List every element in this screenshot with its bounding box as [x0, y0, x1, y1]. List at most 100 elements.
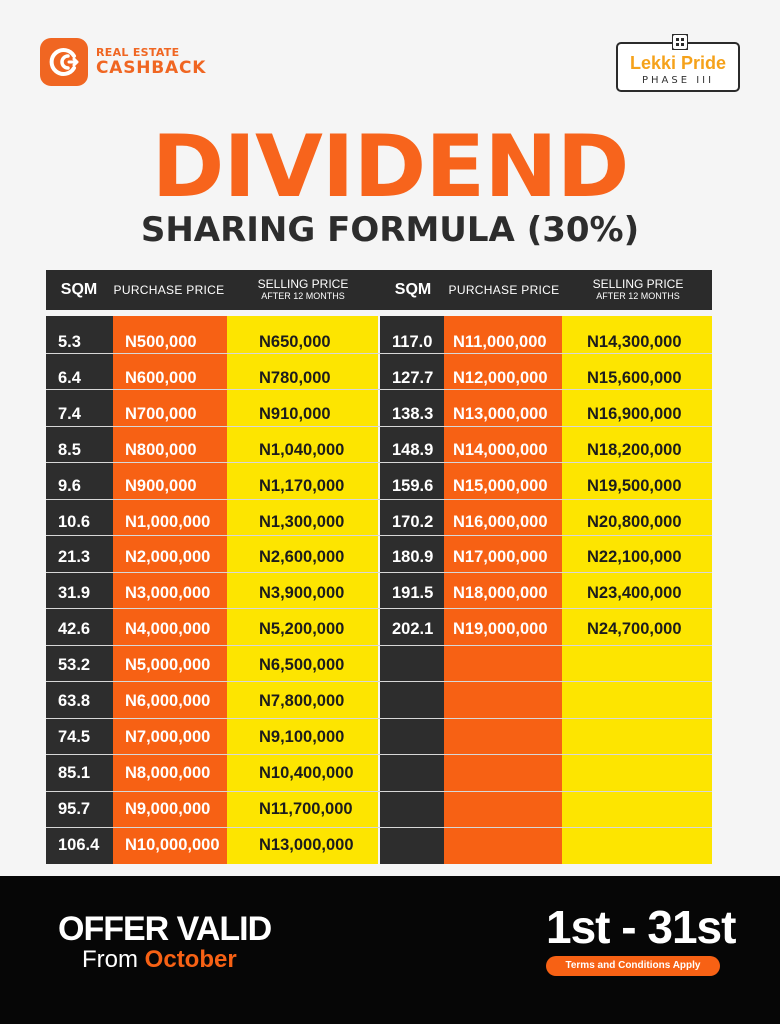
offer-from: From October [82, 946, 237, 974]
brand-line-2: CASHBACK [96, 58, 207, 78]
selling-price-cell: N650,000 [259, 333, 331, 351]
purchase-price-cell: N8,000,000 [125, 763, 211, 782]
selling-price-cell: N11,700,000 [259, 799, 353, 818]
sqm-cell: 202.1 [392, 620, 434, 639]
sqm-cell: 8.5 [58, 440, 81, 459]
sqm-cell: 159.6 [392, 476, 434, 495]
selling-price-cell: N19,500,000 [587, 476, 682, 495]
sqm-cell: 85.1 [58, 763, 91, 782]
selling-price-cell: N18,200,000 [587, 440, 682, 459]
purchase-price-cell: N2,000,000 [125, 548, 211, 567]
header-selling-left: SELLING PRICE AFTER 12 MONTHS [228, 270, 378, 310]
selling-price-cell: N1,040,000 [259, 440, 345, 459]
purchase-price-cell: N1,000,000 [125, 512, 211, 531]
selling-price-cell: N20,800,000 [587, 512, 682, 531]
header-sqm-left: SQM [60, 281, 98, 298]
selling-price-cell: N2,600,000 [259, 548, 345, 567]
brand-logo-block: REAL ESTATE CASHBACK [40, 38, 206, 86]
purchase-price-cell: N5,000,000 [125, 656, 211, 675]
table-header: SQM PURCHASE PRICE SELLING PRICE AFTER 1… [46, 270, 712, 310]
partner-name: Lekki Pride [629, 53, 727, 73]
purchase-price-cell: N700,000 [125, 404, 197, 423]
selling-price-cell: N16,900,000 [587, 404, 682, 423]
purchase-price-cell: N800,000 [125, 440, 197, 459]
sqm-cell: 148.9 [392, 440, 434, 459]
sqm-cell: 7.4 [58, 404, 81, 423]
sqm-cell: 42.6 [58, 620, 91, 639]
purchase-price-cell: N4,000,000 [125, 620, 211, 639]
selling-price-cell: N910,000 [259, 404, 331, 423]
selling-price-cell: N15,600,000 [587, 368, 682, 387]
sqm-cell: 170.2 [392, 512, 434, 531]
sqm-cell: 117.0 [392, 333, 433, 351]
purchase-price-cell: N500,000 [125, 333, 197, 351]
offer-title: OFFER VALID [58, 910, 272, 948]
header-selling-line2: AFTER 12 MONTHS [261, 291, 345, 301]
sqm-column-left [46, 316, 113, 864]
terms-button[interactable]: Terms and Conditions Apply [546, 956, 720, 976]
purchase-price-cell: N11,000,000 [453, 333, 547, 351]
purchase-price-cell: N7,000,000 [125, 727, 211, 746]
selling-column-right [562, 316, 712, 864]
header-selling-line2: AFTER 12 MONTHS [596, 291, 680, 301]
purchase-column-left [113, 316, 227, 864]
sqm-cell: 127.7 [392, 368, 434, 387]
purchase-price-cell: N6,000,000 [125, 692, 211, 710]
purchase-price-cell: N15,000,000 [453, 476, 548, 495]
purchase-price-cell: N600,000 [125, 368, 197, 387]
purchase-price-cell: N16,000,000 [453, 512, 548, 531]
selling-price-cell: N5,200,000 [259, 620, 345, 639]
selling-price-cell: N9,100,000 [259, 727, 345, 746]
selling-price-cell: N6,500,000 [259, 656, 345, 675]
sqm-cell: 53.2 [58, 656, 91, 675]
purchase-price-cell: N14,000,000 [453, 440, 548, 459]
purchase-price-cell: N10,000,000 [125, 835, 220, 854]
house-icon [671, 33, 689, 54]
header-selling-right: SELLING PRICE AFTER 12 MONTHS [564, 270, 712, 310]
partner-phase: PHASE III [641, 75, 715, 86]
sqm-cell: 180.9 [392, 548, 434, 567]
sqm-cell: 191.5 [392, 584, 434, 603]
purchase-price-cell: N17,000,000 [453, 548, 548, 567]
cashback-refresh-icon [40, 38, 88, 86]
sqm-cell: 21.3 [58, 548, 91, 567]
sqm-cell: 138.3 [392, 404, 434, 423]
partner-logo: Lekki Pride PHASE III [616, 33, 740, 92]
header-selling-line1: SELLING PRICE [592, 277, 684, 291]
header-purchase-left: PURCHASE PRICE [113, 283, 225, 297]
purchase-price-cell: N18,000,000 [453, 584, 548, 603]
selling-price-cell: N3,900,000 [259, 584, 345, 603]
sqm-column-right [380, 316, 444, 864]
page-title: DIVIDEND [151, 117, 630, 217]
purchase-price-cell: N3,000,000 [125, 584, 211, 603]
purchase-price-cell: N900,000 [125, 476, 197, 495]
sqm-cell: 6.4 [58, 368, 81, 387]
page-subtitle: SHARING FORMULA (30%) [140, 210, 640, 250]
footer-banner: OFFER VALID From October 1st - 31st Term… [0, 876, 780, 1024]
offer-dates: 1st - 31st [546, 901, 736, 953]
sqm-cell: 106.4 [58, 835, 100, 854]
purchase-column-right [444, 316, 562, 864]
header-selling-line1: SELLING PRICE [257, 277, 349, 291]
offer-from-label: From [82, 946, 138, 973]
sqm-cell: 9.6 [58, 476, 81, 495]
offer-month: October [144, 946, 237, 973]
selling-price-cell: N10,400,000 [259, 763, 354, 782]
sqm-cell: 74.5 [58, 727, 91, 746]
header-purchase-right: PURCHASE PRICE [448, 283, 560, 297]
selling-price-cell: N13,000,000 [259, 835, 354, 854]
selling-price-cell: N1,170,000 [259, 476, 345, 495]
sqm-cell: 31.9 [58, 584, 91, 603]
purchase-price-cell: N9,000,000 [125, 799, 211, 818]
brand-line-1: REAL ESTATE [96, 46, 180, 59]
header-sqm-right: SQM [394, 281, 432, 298]
sqm-cell: 95.7 [58, 799, 91, 818]
sqm-cell: 10.6 [58, 512, 91, 531]
selling-price-cell: N1,300,000 [259, 512, 345, 531]
sqm-cell: 63.8 [58, 692, 91, 710]
selling-column-left [227, 316, 378, 864]
purchase-price-cell: N19,000,000 [453, 620, 548, 639]
purchase-price-cell: N12,000,000 [453, 368, 548, 387]
purchase-price-cell: N13,000,000 [453, 404, 548, 423]
selling-price-cell: N23,400,000 [587, 584, 682, 603]
